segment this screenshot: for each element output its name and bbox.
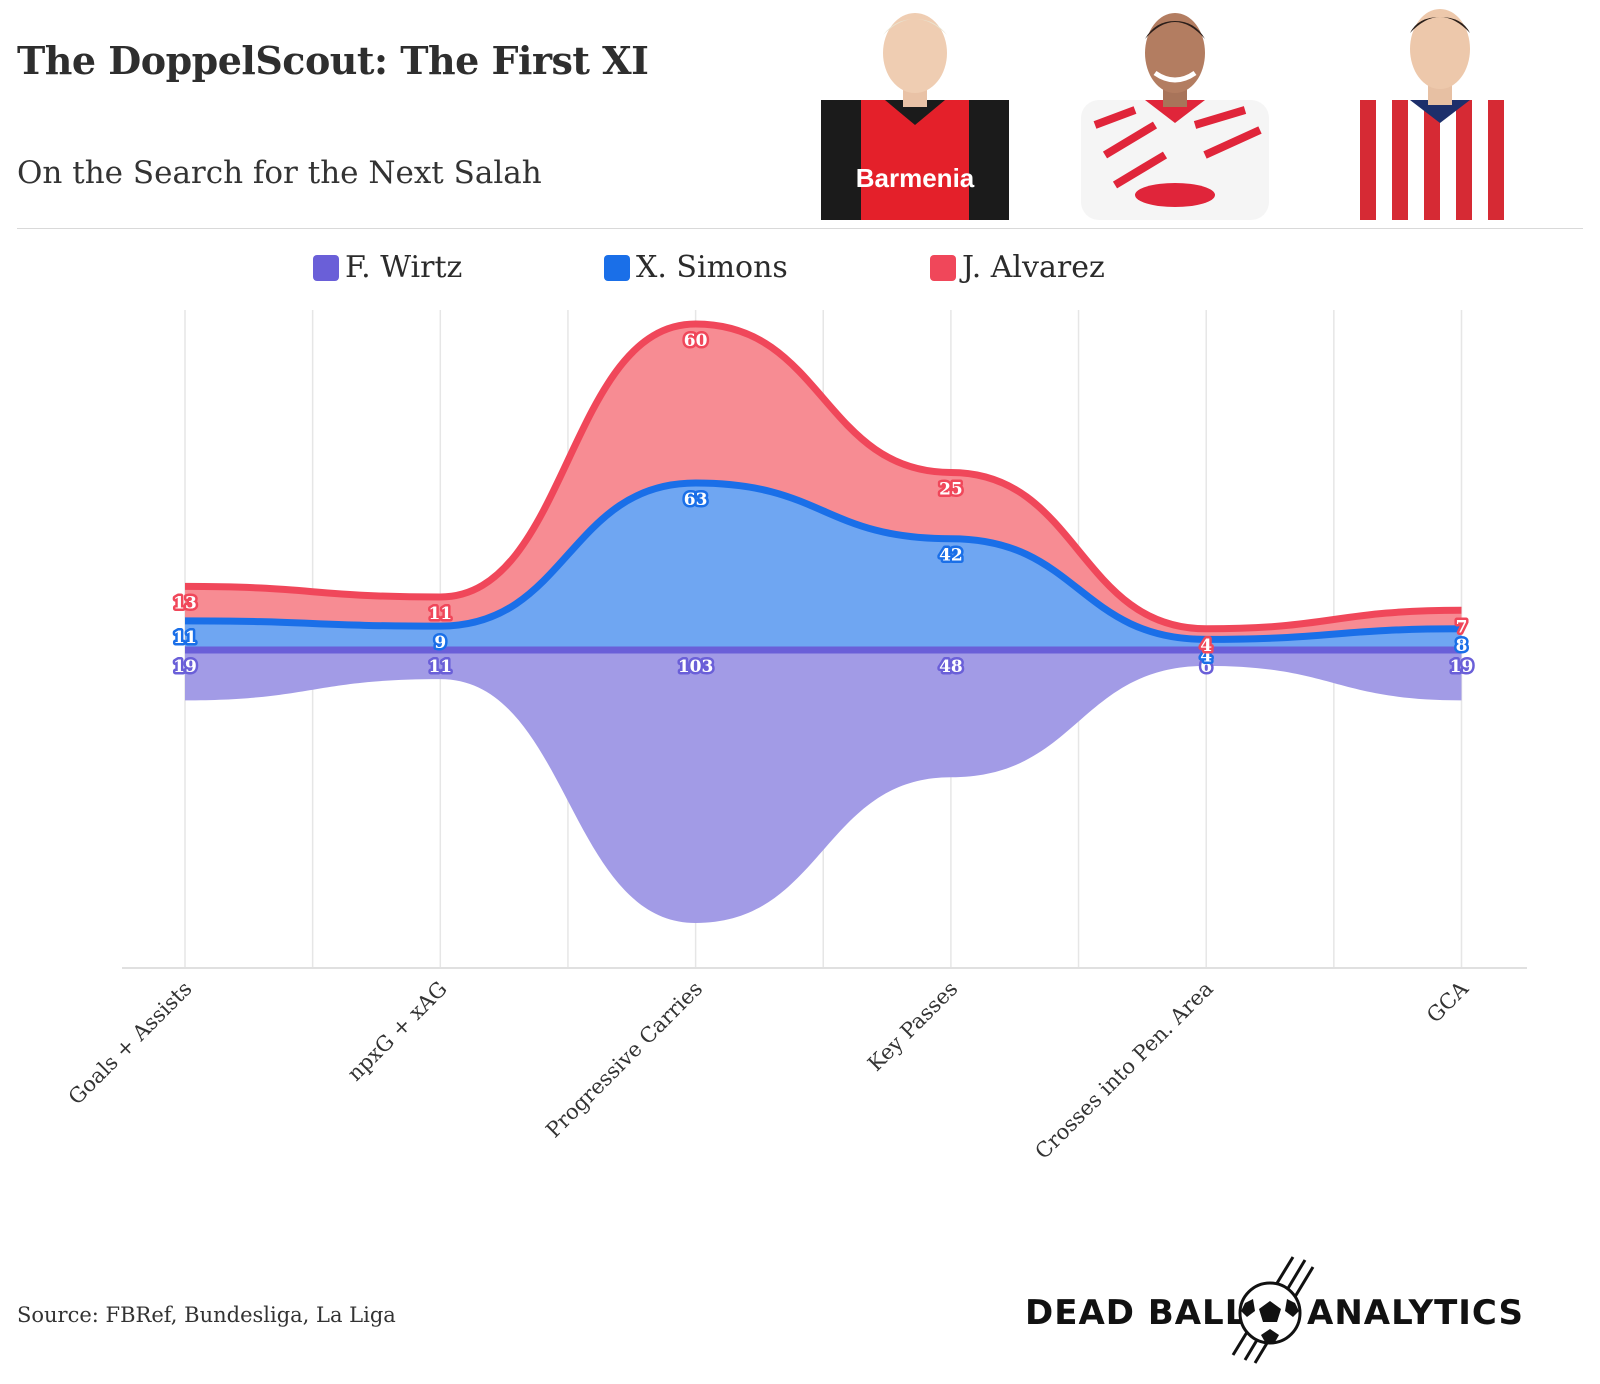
brand-text-right: ANALYTICS: [1307, 1293, 1524, 1333]
data-label-wirtz: 103: [678, 657, 714, 677]
line-simons: [184, 479, 1462, 643]
chart-subtitle: On the Search for the Next Salah: [17, 155, 542, 191]
x-tick-label: GCA: [1422, 976, 1474, 1028]
data-label-alvarez: 7: [1456, 617, 1468, 637]
svg-text:Barmenia: Barmenia: [856, 163, 975, 193]
x-tick-label: Crosses into Pen. Area: [1030, 977, 1217, 1164]
legend-item-alvarez[interactable]: J. Alvarez: [930, 250, 1105, 285]
player-photo-wirtz: Barmenia: [821, 13, 1009, 220]
chart-legend: F. Wirtz X. Simons J. Alvarez: [0, 250, 1600, 290]
area-alvarez: [185, 324, 1462, 640]
x-tick-label: Key Passes: [863, 977, 962, 1076]
player-photo-simons: [1081, 13, 1269, 220]
legend-item-wirtz[interactable]: F. Wirtz: [313, 250, 462, 285]
legend-swatch: [604, 254, 630, 281]
source-note: Source: FBRef, Bundesliga, La Liga: [17, 1303, 396, 1327]
data-label-alvarez: 11: [428, 604, 452, 624]
player-photo-alvarez: [1346, 9, 1534, 220]
brand-logo: DEAD BALL ANALYTICS: [1025, 1255, 1570, 1365]
brand-text-left: DEAD BALL: [1025, 1293, 1248, 1333]
data-label-wirtz: 19: [173, 657, 197, 677]
legend-swatch: [930, 254, 956, 281]
legend-item-simons[interactable]: X. Simons: [604, 250, 788, 285]
data-label-alvarez: 4: [1200, 636, 1212, 656]
soccer-ball-icon: [1231, 1256, 1315, 1364]
data-label-alvarez: 25: [939, 479, 963, 499]
data-label-simons: 8: [1456, 636, 1468, 656]
data-label-wirtz: 19: [1450, 657, 1474, 677]
legend-label: F. Wirtz: [345, 250, 463, 285]
data-label-simons: 9: [434, 633, 446, 653]
data-label-wirtz: 48: [939, 657, 963, 677]
data-label-simons: 63: [684, 490, 708, 510]
data-label-alvarez: 13: [173, 593, 197, 613]
legend-label: J. Alvarez: [962, 250, 1105, 285]
legend-swatch: [313, 254, 339, 281]
data-label-simons: 42: [939, 546, 963, 566]
chart-title: The DoppelScout: The First XI: [17, 38, 649, 83]
x-tick-label: npxG + xAG: [343, 977, 452, 1086]
area-wirtz: [185, 650, 1462, 923]
data-label-wirtz: 6: [1200, 657, 1212, 677]
data-label-simons: 4: [1200, 646, 1212, 666]
legend-label: X. Simons: [636, 250, 788, 285]
line-alvarez: [184, 320, 1462, 633]
area-simons: [185, 483, 1462, 650]
data-label-alvarez: 60: [684, 331, 708, 351]
header-divider: [17, 228, 1583, 229]
x-tick-label: Goals + Assists: [64, 977, 197, 1110]
x-tick-label: Progressive Carries: [541, 977, 707, 1143]
data-label-wirtz: 11: [428, 657, 452, 677]
data-label-simons: 11: [173, 628, 197, 648]
